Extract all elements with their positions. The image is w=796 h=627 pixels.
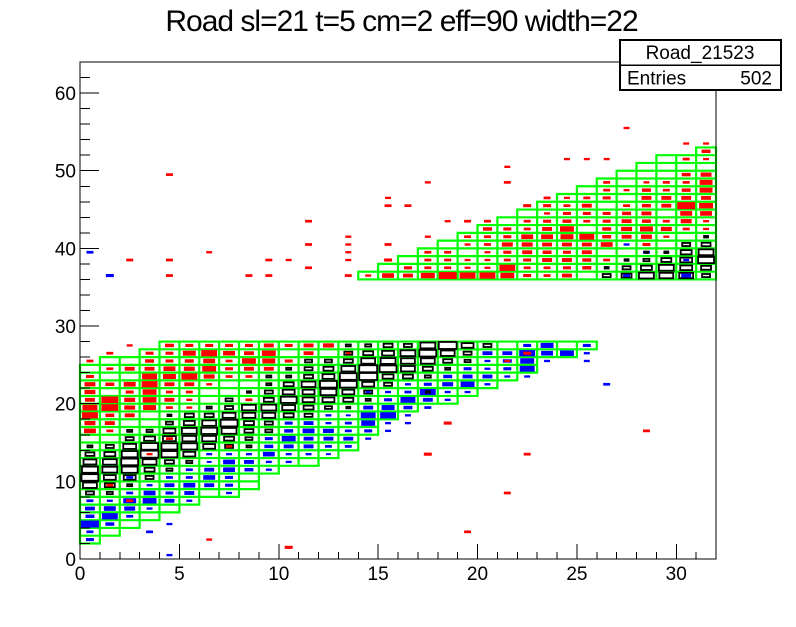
svg-text:60: 60 <box>55 84 76 105</box>
svg-text:15: 15 <box>368 564 389 585</box>
svg-text:20: 20 <box>55 395 76 416</box>
svg-text:30: 30 <box>55 317 76 338</box>
svg-text:10: 10 <box>268 564 289 585</box>
svg-text:25: 25 <box>566 564 587 585</box>
svg-text:10: 10 <box>55 472 76 493</box>
svg-text:5: 5 <box>174 564 185 585</box>
svg-text:Entries: Entries <box>627 69 686 90</box>
svg-text:0: 0 <box>75 564 86 585</box>
svg-text:40: 40 <box>55 239 76 260</box>
svg-text:502: 502 <box>740 69 772 90</box>
svg-text:50: 50 <box>55 162 76 183</box>
svg-text:Road sl=21 t=5 cm=2 eff=90 wid: Road sl=21 t=5 cm=2 eff=90 width=22 <box>165 5 638 38</box>
svg-text:Road_21523: Road_21523 <box>646 43 755 64</box>
svg-text:20: 20 <box>467 564 488 585</box>
svg-text:30: 30 <box>666 564 687 585</box>
svg-text:0: 0 <box>65 550 76 571</box>
